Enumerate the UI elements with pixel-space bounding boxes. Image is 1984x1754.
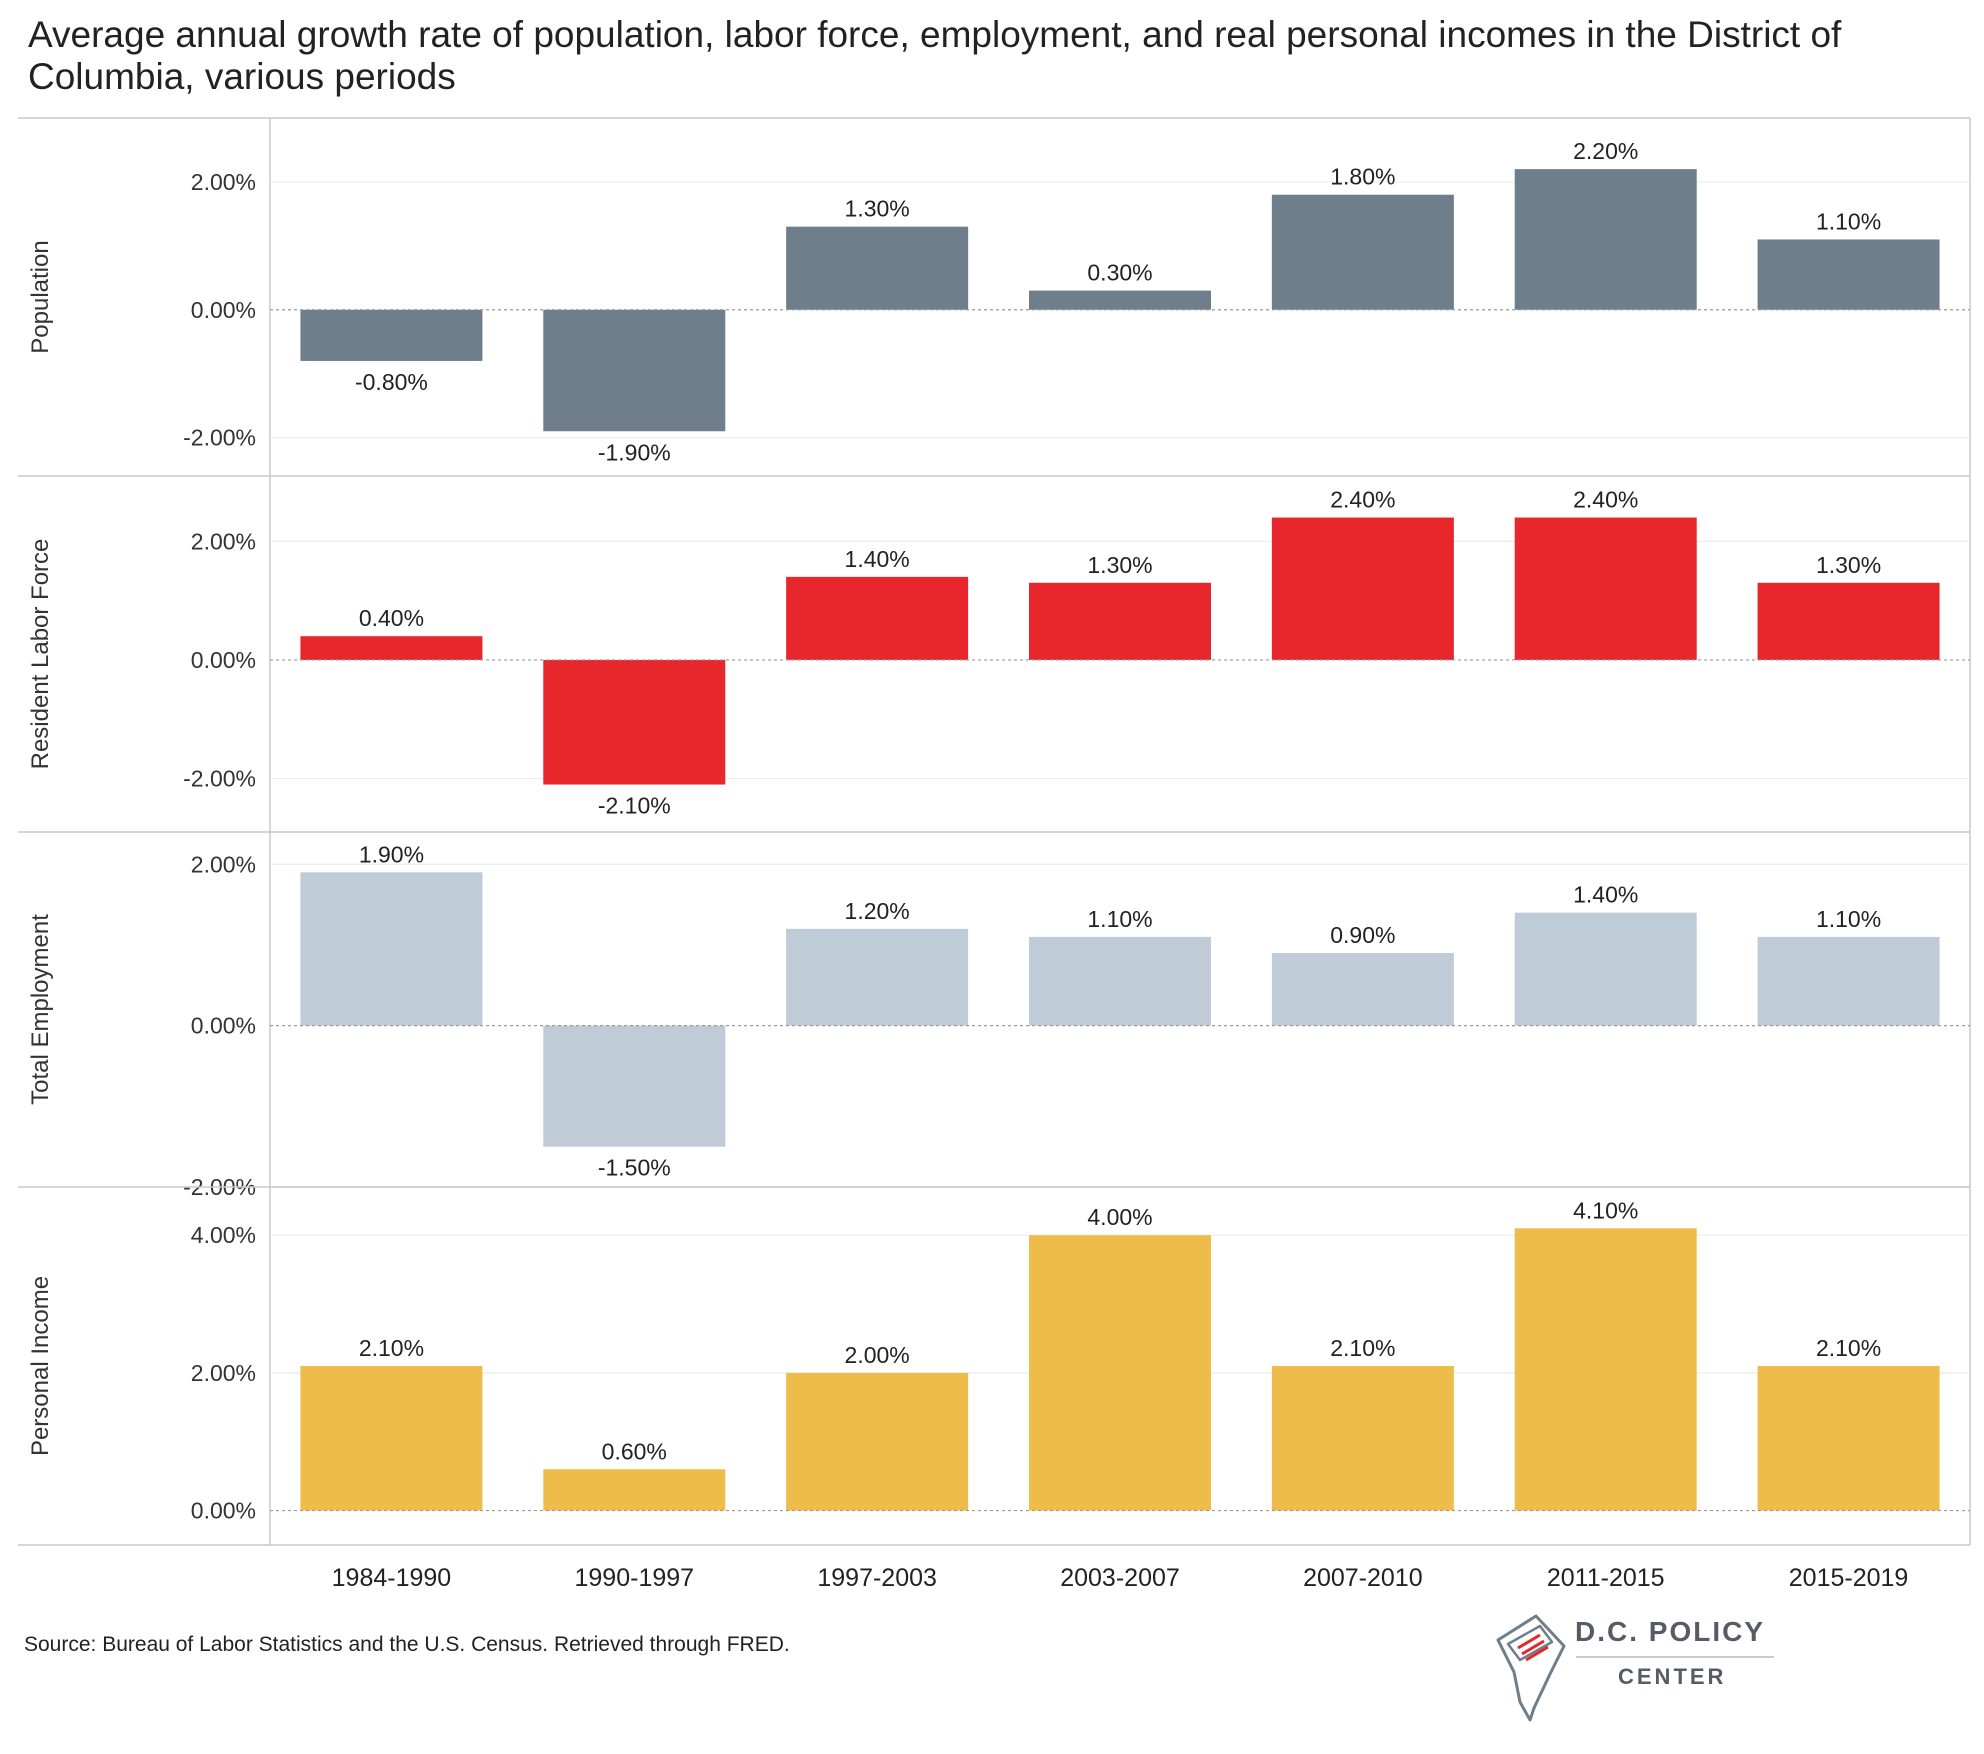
bar	[1757, 1366, 1940, 1511]
data-label: 0.90%	[1330, 922, 1395, 948]
bar	[543, 1025, 726, 1147]
data-label: 1.10%	[1087, 906, 1152, 932]
y-tick-label: 0.00%	[191, 1013, 256, 1039]
panel-title: Total Employment	[27, 914, 54, 1105]
bar	[1514, 169, 1697, 310]
data-label: 2.10%	[1816, 1335, 1881, 1361]
data-label: 1.90%	[359, 841, 424, 867]
bar	[1514, 912, 1697, 1026]
bar	[300, 309, 483, 361]
data-label: 2.20%	[1573, 138, 1638, 164]
bar	[1757, 582, 1940, 660]
panel-title: Resident Labor Force	[27, 539, 54, 770]
x-tick-label: 2003-2007	[1060, 1564, 1180, 1592]
bar	[1029, 582, 1211, 660]
data-label: 2.40%	[1330, 487, 1395, 513]
data-label: 2.10%	[1330, 1335, 1395, 1361]
data-label: 1.30%	[1816, 552, 1881, 578]
dc-map-logo-icon	[1496, 1614, 1566, 1722]
bar	[543, 1469, 726, 1511]
data-label: 1.40%	[1573, 882, 1638, 908]
bar	[1514, 1228, 1697, 1511]
bar	[1757, 936, 1940, 1026]
bar	[543, 309, 726, 432]
source-note: Source: Bureau of Labor Statistics and t…	[24, 1633, 790, 1656]
bar	[300, 1366, 483, 1511]
x-tick-label: 2011-2015	[1547, 1564, 1665, 1592]
data-label: 2.00%	[845, 1342, 910, 1368]
data-label: 0.30%	[1087, 260, 1152, 286]
data-label: 1.30%	[1087, 552, 1152, 578]
data-label: 0.40%	[359, 605, 424, 631]
data-label: 1.40%	[845, 546, 910, 572]
y-tick-label: 2.00%	[191, 169, 256, 195]
chart-title: Average annual growth rate of population…	[28, 14, 1842, 97]
bar	[543, 659, 726, 785]
data-label: 1.30%	[845, 196, 910, 222]
y-tick-label: 0.00%	[191, 1498, 256, 1524]
bar	[1271, 517, 1454, 660]
x-tick-label: 2015-2019	[1789, 1564, 1909, 1592]
bar	[1271, 194, 1454, 310]
logo-text-line1: D.C. POLICY	[1575, 1616, 1766, 1647]
bar	[786, 928, 969, 1026]
bar	[300, 872, 483, 1026]
x-tick-label: 1990-1997	[575, 1564, 695, 1592]
bar	[1029, 936, 1211, 1026]
bar	[300, 636, 483, 660]
data-label: 1.10%	[1816, 906, 1881, 932]
data-label: -1.50%	[598, 1155, 671, 1181]
y-tick-label: -2.00%	[183, 766, 256, 792]
data-label: -0.80%	[355, 369, 428, 395]
dc-policy-center-logo: D.C. POLICY CENTER	[1490, 1612, 1790, 1722]
bar	[786, 1372, 969, 1511]
panel-title: Population	[27, 240, 54, 353]
x-tick-label: 2007-2010	[1303, 1564, 1423, 1592]
data-label: 1.80%	[1330, 164, 1395, 190]
y-tick-label: 2.00%	[191, 528, 256, 554]
data-label: 4.10%	[1573, 1197, 1638, 1223]
data-label: 2.10%	[359, 1335, 424, 1361]
y-tick-label: 2.00%	[191, 1360, 256, 1386]
bar	[1029, 290, 1211, 310]
bar	[1757, 239, 1940, 310]
bar	[1514, 517, 1697, 660]
data-label: 4.00%	[1087, 1204, 1152, 1230]
panel-title: Personal Income	[27, 1276, 54, 1456]
data-label: -2.10%	[598, 793, 671, 819]
data-label: 0.60%	[602, 1438, 667, 1464]
bar	[1271, 1366, 1454, 1511]
y-tick-label: 4.00%	[191, 1222, 256, 1248]
y-tick-label: -2.00%	[183, 425, 256, 451]
bar	[786, 226, 969, 310]
data-label: -1.90%	[598, 439, 671, 465]
logo-text-line2: CENTER	[1618, 1664, 1727, 1689]
logo-divider	[1576, 1656, 1774, 1658]
data-label: 1.10%	[1816, 208, 1881, 234]
y-tick-label: 2.00%	[191, 851, 256, 877]
bar	[1271, 953, 1454, 1026]
x-tick-label: 1997-2003	[817, 1564, 937, 1592]
data-label: 1.20%	[845, 898, 910, 924]
chart-svg: -2.00% 0.00% 2.00% Population -0.80% -1.90% 1.…	[18, 117, 1971, 1592]
data-label: 2.40%	[1573, 487, 1638, 513]
bar	[786, 576, 969, 660]
y-tick-label: 0.00%	[191, 647, 256, 673]
bar	[1029, 1235, 1211, 1511]
x-tick-label: 1984-1990	[332, 1564, 452, 1592]
y-tick-label: 0.00%	[191, 297, 256, 323]
